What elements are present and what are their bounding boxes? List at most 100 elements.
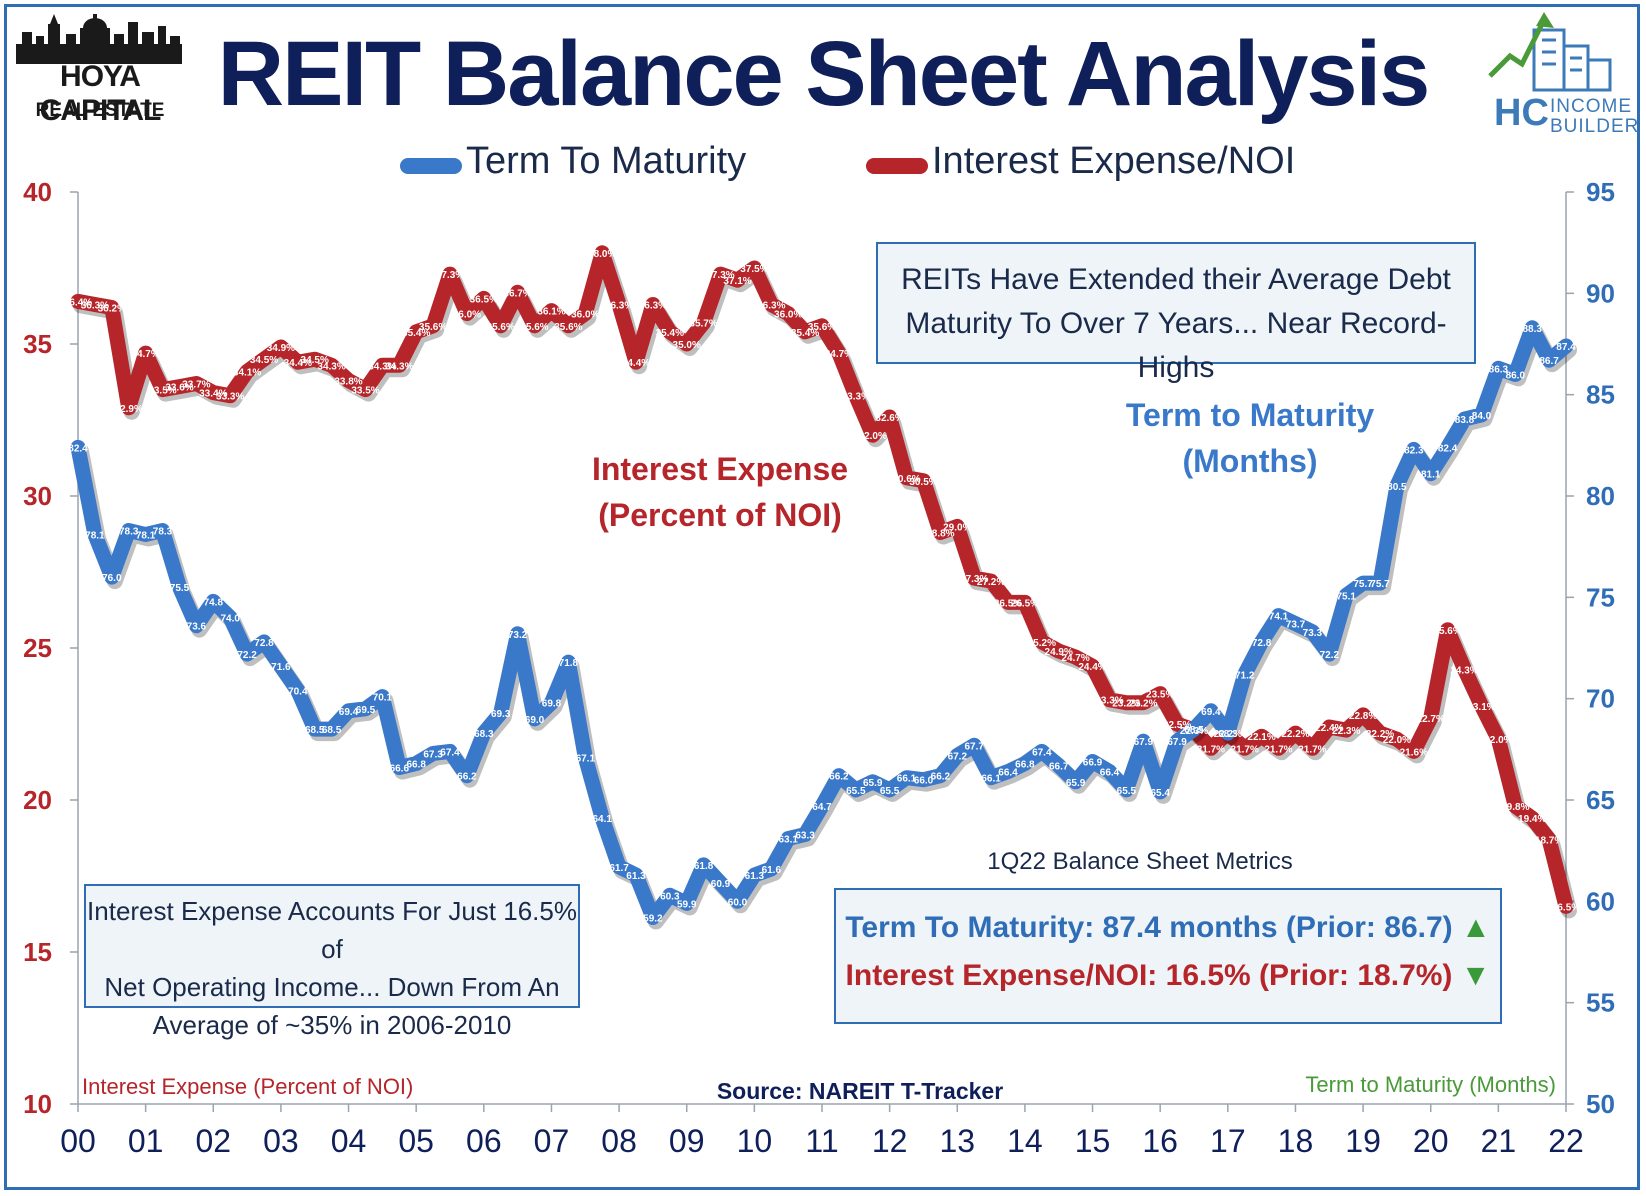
left-tick-label: 10: [23, 1089, 52, 1119]
data-label: 27.2%: [977, 577, 1005, 588]
data-label: 74.0: [220, 614, 240, 625]
data-label: 84.0: [1472, 411, 1492, 422]
data-label: 74.1: [1269, 612, 1289, 623]
data-label: 34.3%: [368, 361, 396, 372]
data-label: 68.5: [1184, 725, 1204, 736]
data-label: 24.9%: [1045, 647, 1073, 658]
data-label: 71.8: [559, 658, 579, 669]
data-label: 23.2%: [1129, 699, 1157, 710]
data-label: 34.4%: [284, 358, 312, 369]
data-label: 35.4%: [402, 328, 430, 339]
x-tick-label: 01: [128, 1123, 164, 1159]
data-label: 33.3%: [216, 392, 244, 403]
data-label: 36.0%: [774, 310, 802, 321]
left-axis-caption: Interest Expense (Percent of NOI): [82, 1074, 414, 1099]
data-label: 65.5: [1117, 786, 1137, 797]
data-label: 22.8%: [1349, 711, 1377, 722]
data-label: 22.3%: [1332, 726, 1360, 737]
data-label: 67.4: [440, 747, 460, 758]
x-tick-label: 02: [195, 1123, 231, 1159]
right-tick-label: 65: [1586, 785, 1615, 815]
axes: 10 15 20 25 30 35 40 50 55 60 65 70 75 80 85 90 95 00 01 02…: [23, 177, 1615, 1159]
data-label: 32.6%: [875, 413, 903, 424]
data-label: 67.7: [964, 741, 984, 752]
data-label: 35.6%: [554, 322, 582, 333]
down-arrow-icon: ▼: [1460, 959, 1491, 992]
data-label: 33.8%: [334, 377, 362, 388]
growth-arrow-icon: [1488, 12, 1612, 92]
data-label: 19.8%: [1501, 802, 1529, 813]
data-label: 67.1: [576, 753, 596, 764]
data-label: 22.0%: [1484, 735, 1512, 746]
data-label: 23.3%: [1095, 696, 1123, 707]
data-label: 23.2%: [1112, 699, 1140, 710]
data-label: 32.0%: [859, 431, 887, 442]
data-label: 34.7%: [131, 349, 159, 360]
x-tick-label: 11: [805, 1123, 838, 1159]
data-label: 75.1: [1336, 591, 1356, 602]
data-label: 21.7%: [1231, 744, 1259, 755]
legend-term-label: Term To Maturity: [466, 140, 747, 182]
data-label: 65.9: [1066, 778, 1086, 789]
metric-interest: Interest Expense/NOI: 16.5% (Prior: 18.7…: [845, 959, 1453, 992]
data-label: 22.2%: [1281, 729, 1309, 740]
data-label: 24.7%: [1061, 653, 1089, 664]
data-label: 34.5%: [250, 355, 278, 366]
data-label: 66.8: [1015, 760, 1035, 771]
data-label: 34.4%: [622, 358, 650, 369]
data-label: 34.3%: [317, 361, 345, 372]
data-label: 66.9: [1083, 758, 1103, 769]
left-box-line2: Net Operating Income... Down From An: [104, 972, 560, 1002]
data-label: 21.7%: [1264, 744, 1292, 755]
data-label: 59.2: [643, 914, 663, 925]
data-label: 76.0: [102, 573, 122, 584]
data-label: 69.0: [525, 715, 545, 726]
data-label: 71.6: [271, 662, 291, 673]
data-label: 82.3: [1404, 445, 1424, 456]
data-label: 78.3: [119, 527, 139, 538]
data-label: 25.2%: [1028, 638, 1056, 649]
data-label: 59.9: [677, 899, 697, 910]
data-label: 36.7%: [503, 288, 531, 299]
logo-left-sub: REAL ESTATE: [35, 100, 165, 121]
data-label: 61.6: [762, 865, 782, 876]
data-label: 78.1: [136, 531, 156, 542]
data-label: 66.1: [897, 774, 917, 785]
metric-interest-row: Interest Expense/NOI: 16.5% (Prior: 18.7…: [836, 952, 1500, 1000]
series-line: [70, 245, 1574, 914]
data-label: 34.5%: [301, 355, 329, 366]
left-box-line3: Average of ~35% in 2006-2010: [152, 1010, 512, 1040]
right-tick-label: 60: [1586, 886, 1615, 916]
data-label: 60.3: [660, 891, 680, 902]
data-label: 34.7%: [825, 349, 853, 360]
data-label: 75.7: [1370, 579, 1390, 590]
data-label: 66.4: [998, 768, 1018, 779]
interest-label-line1: Interest Expense: [591, 451, 849, 487]
data-label: 60.9: [711, 879, 731, 890]
data-label: 65.5: [846, 786, 866, 797]
right-tick-label: 95: [1586, 177, 1615, 207]
left-tick-label: 30: [23, 481, 52, 511]
logo-left-name: HOYA CAPITAL: [39, 60, 162, 127]
data-label: 82.4: [68, 443, 88, 454]
term-label-line2: (Months): [1182, 443, 1318, 479]
left-tick-label: 35: [23, 329, 52, 359]
legend-interest-label: Interest Expense/NOI: [932, 140, 1296, 182]
data-label: 33.6%: [165, 383, 193, 394]
data-label: 64.1: [592, 814, 612, 825]
data-label: 18.7%: [1535, 836, 1563, 847]
data-label: 66.4: [1100, 768, 1120, 779]
logo-right-hc: HC: [1494, 92, 1549, 134]
x-tick-label: 16: [1142, 1123, 1178, 1159]
data-label: 22.3%: [1180, 726, 1208, 737]
data-label: 35.0%: [673, 340, 701, 351]
data-label: 68.5: [305, 725, 325, 736]
x-tick-label: 21: [1481, 1123, 1517, 1159]
top-annotation-box: REITs Have Extended their Average Debt M…: [876, 242, 1476, 384]
metric-term-row: Term To Maturity: 87.4 months (Prior: 86…: [836, 904, 1500, 952]
data-label: 78.3: [153, 527, 173, 538]
data-label: 35.4%: [656, 328, 684, 339]
data-label: 67.3: [423, 749, 443, 760]
interest-expense-label: Interest Expense (Percent of NOI): [560, 446, 880, 538]
data-label: 16.5%: [1552, 902, 1580, 913]
